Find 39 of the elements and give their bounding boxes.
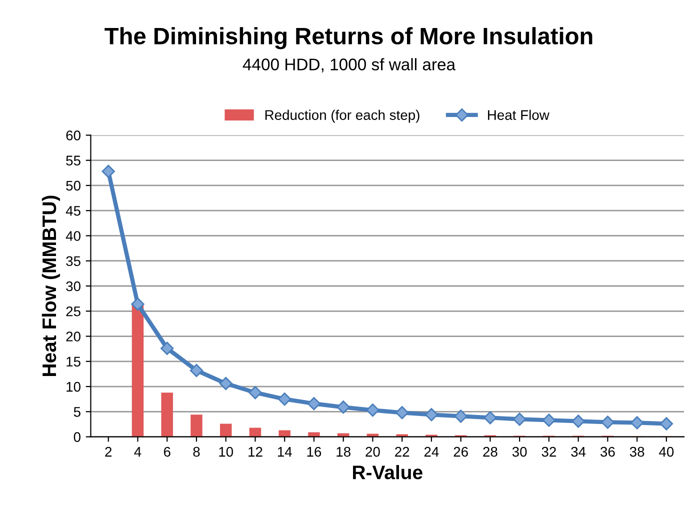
x-tick-label: 16 xyxy=(307,446,322,457)
x-tick-label: 28 xyxy=(483,446,498,457)
y-tick-label: 60 xyxy=(66,130,80,140)
x-tick-label: 10 xyxy=(219,446,234,457)
y-tick-label: 35 xyxy=(66,256,80,266)
x-tick-label: 8 xyxy=(193,446,200,457)
x-tick-label: 18 xyxy=(336,446,350,457)
y-tick-label: 5 xyxy=(74,407,80,417)
x-tick-label: 40 xyxy=(659,446,674,457)
y-tick-label: 10 xyxy=(66,382,80,392)
x-tick-label: 12 xyxy=(248,446,262,457)
x-tick-label: 36 xyxy=(600,446,615,457)
x-tick-label: 4 xyxy=(134,447,142,457)
x-tick-label: 34 xyxy=(571,446,586,457)
y-tick-label: 45 xyxy=(66,206,80,216)
x-tick-label: 2 xyxy=(105,446,112,457)
x-tick-label: 22 xyxy=(395,446,410,457)
x-tick-label: 38 xyxy=(630,446,644,457)
x-tick-label: 26 xyxy=(454,446,468,457)
x-tick-label: 6 xyxy=(164,446,170,457)
x-axis-title: R-Value xyxy=(353,465,422,480)
chart-title: The Diminishing Returns of More Insulation xyxy=(104,27,592,50)
y-tick-label: 20 xyxy=(66,332,80,342)
y-axis-title: Heat Flow (MMBTU) xyxy=(42,196,60,376)
legend-label: Reduction (for each step) xyxy=(265,110,420,123)
y-tick-label: 0 xyxy=(74,432,80,442)
legend-label: Heat Flow xyxy=(488,110,550,120)
x-tick-label: 32 xyxy=(542,446,556,457)
x-tick-label: 14 xyxy=(278,447,292,457)
y-tick-label: 40 xyxy=(66,231,80,241)
y-tick-label: 15 xyxy=(66,356,80,367)
chart-subtitle: 4400 HDD, 1000 sf wall area xyxy=(242,58,456,72)
x-tick-label: 24 xyxy=(424,446,439,457)
y-tick-label: 30 xyxy=(66,281,80,292)
y-tick-label: 25 xyxy=(66,306,80,316)
y-tick-label: 55 xyxy=(66,156,80,166)
x-tick-label: 30 xyxy=(512,446,527,457)
y-tick-label: 50 xyxy=(66,180,80,191)
x-tick-label: 20 xyxy=(366,446,380,457)
